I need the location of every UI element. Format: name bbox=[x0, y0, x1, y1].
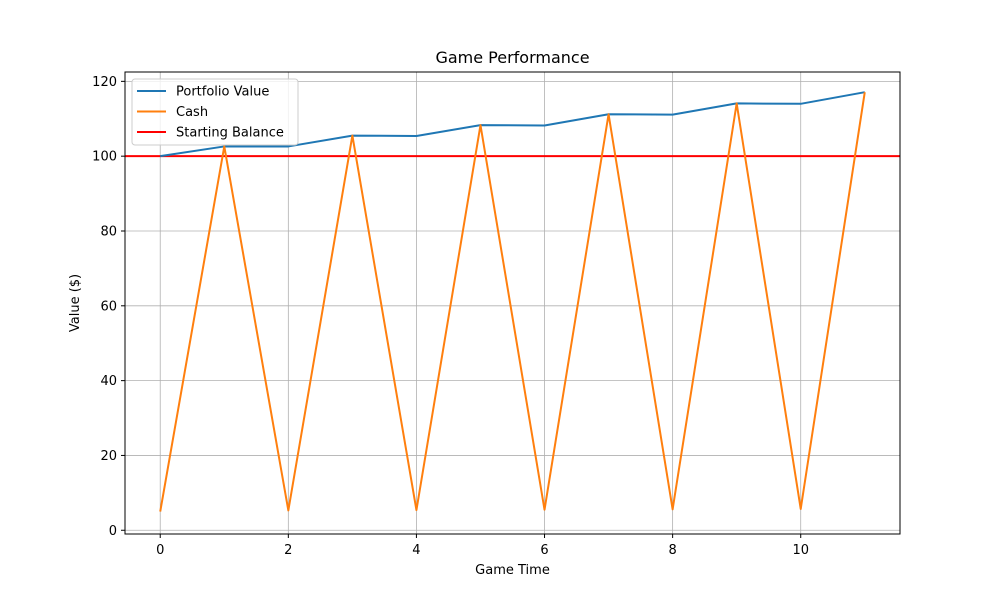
y-tick-label: 40 bbox=[100, 374, 117, 389]
x-tick-label: 0 bbox=[156, 543, 164, 558]
legend-box bbox=[131, 78, 299, 146]
y-axis-label: Value ($) bbox=[68, 274, 83, 332]
legend-label: Portfolio Value bbox=[176, 85, 269, 100]
grid bbox=[125, 72, 900, 534]
series-line-portfolio-value bbox=[160, 91, 865, 158]
legend-label: Starting Balance bbox=[176, 126, 284, 141]
chart-title: Game Performance bbox=[435, 48, 589, 67]
y-tick-label: 20 bbox=[100, 449, 117, 464]
series-lines bbox=[159, 91, 866, 512]
x-tick-label: 4 bbox=[412, 543, 420, 558]
x-tick-label: 2 bbox=[284, 543, 292, 558]
y-tick-label: 0 bbox=[109, 524, 117, 539]
y-tick-label: 60 bbox=[100, 299, 117, 314]
legend-label: Cash bbox=[176, 105, 208, 120]
x-axis-label: Game Time bbox=[475, 563, 550, 578]
plot-frame bbox=[124, 71, 901, 535]
x-tick-label: 8 bbox=[668, 543, 676, 558]
legend: Portfolio Value Cash Starting Balance bbox=[131, 78, 299, 146]
series-line-cash bbox=[159, 92, 866, 512]
x-tick-label: 6 bbox=[540, 543, 548, 558]
y-tick-label: 120 bbox=[92, 75, 117, 90]
y-tick-label: 80 bbox=[100, 224, 117, 239]
x-tick-label: 10 bbox=[792, 543, 809, 558]
y-tick-label: 100 bbox=[92, 150, 117, 165]
